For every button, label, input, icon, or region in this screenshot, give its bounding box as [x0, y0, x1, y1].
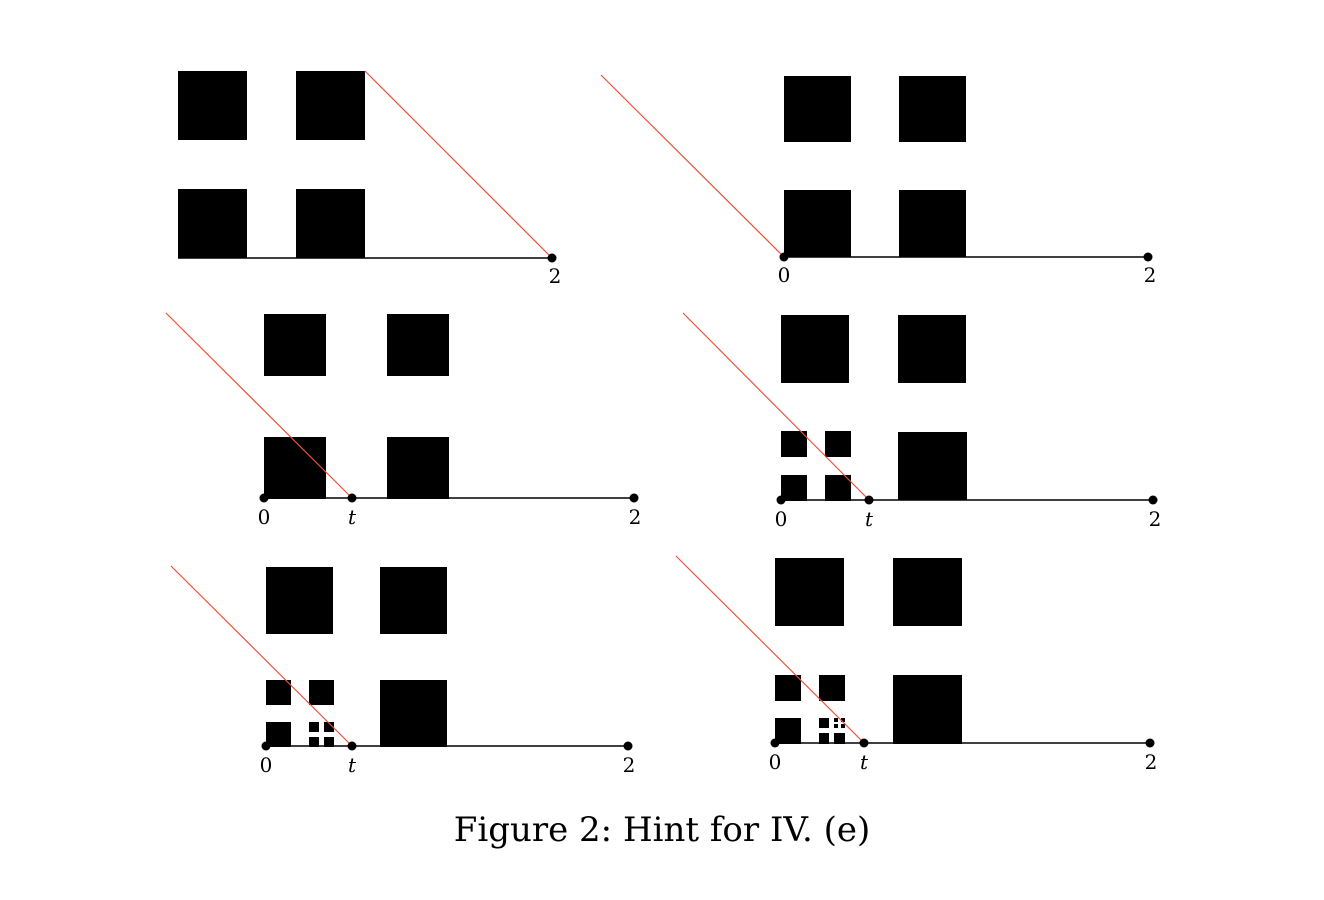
tiny-square [819, 733, 829, 744]
small-square [775, 718, 801, 744]
square [296, 189, 365, 258]
label-zero: 0 [769, 750, 782, 774]
square [898, 315, 966, 383]
label-zero: 0 [775, 507, 788, 531]
label-zero: 0 [260, 753, 273, 777]
small-square [266, 680, 291, 705]
square [899, 190, 966, 257]
point-t [347, 493, 357, 503]
square [296, 71, 365, 140]
micro-square [834, 724, 838, 728]
panel-bottom-left: 0 t 2 [170, 565, 636, 777]
label-two: 2 [623, 753, 636, 777]
diagonal-line [165, 312, 353, 499]
label-zero: 0 [258, 505, 271, 529]
small-square [775, 675, 801, 701]
point-zero [770, 738, 780, 748]
panel-top-left: 2 [178, 70, 562, 288]
tiny-square [309, 737, 319, 747]
diagonal-line [170, 565, 353, 747]
point-t [859, 738, 869, 748]
label-t: t [860, 750, 869, 774]
label-t: t [865, 507, 874, 531]
point-two [629, 493, 639, 503]
diagonal-line [682, 312, 870, 501]
square [264, 437, 326, 499]
small-square [309, 680, 334, 705]
small-square [781, 431, 807, 457]
point-t [864, 495, 874, 505]
point-two [547, 253, 557, 263]
label-t: t [348, 505, 357, 529]
small-square [825, 475, 851, 501]
square [781, 315, 849, 383]
point-two [1143, 252, 1153, 262]
point-two [1148, 495, 1158, 505]
square [178, 71, 247, 140]
square [899, 76, 966, 142]
diagonal-line [364, 70, 553, 259]
point-two [1145, 738, 1155, 748]
point-zero [776, 495, 786, 505]
square [784, 76, 851, 142]
square [387, 314, 449, 376]
square [387, 437, 449, 499]
square [380, 567, 447, 634]
panel-bottom-right: 0 t 2 [675, 555, 1158, 774]
label-zero: 0 [778, 263, 791, 287]
square [266, 567, 333, 634]
panel-top-right: 0 2 [600, 74, 1157, 287]
tiny-square [324, 722, 334, 732]
point-zero [261, 741, 271, 751]
label-two: 2 [629, 505, 642, 529]
square [893, 558, 962, 626]
label-two: 2 [1149, 507, 1162, 531]
square [264, 314, 326, 376]
diagonal-line [675, 555, 865, 744]
square [178, 189, 247, 258]
point-t [347, 741, 357, 751]
small-square [781, 475, 807, 501]
small-square [266, 722, 291, 747]
panel-middle-left: 0 t 2 [165, 312, 642, 529]
label-two: 2 [549, 264, 562, 288]
label-t: t [348, 753, 357, 777]
micro-square [834, 718, 838, 722]
point-zero [259, 493, 269, 503]
tiny-square [324, 737, 334, 747]
figure-caption: Figure 2: Hint for IV. (e) [453, 810, 871, 850]
square [898, 432, 967, 500]
micro-square [841, 724, 845, 728]
square [784, 190, 851, 257]
label-two: 2 [1144, 263, 1157, 287]
label-two: 2 [1145, 750, 1158, 774]
point-zero [779, 252, 789, 262]
point-two [623, 741, 633, 751]
square [775, 558, 844, 626]
panel-middle-right: 0 t 2 [682, 312, 1162, 531]
small-square [825, 431, 851, 457]
micro-square [841, 718, 845, 722]
tiny-square [819, 718, 829, 728]
tiny-square [834, 733, 845, 744]
square [893, 675, 962, 744]
small-square [819, 675, 845, 701]
square [380, 680, 447, 747]
tiny-square [309, 722, 319, 732]
diagonal-line [600, 74, 785, 258]
